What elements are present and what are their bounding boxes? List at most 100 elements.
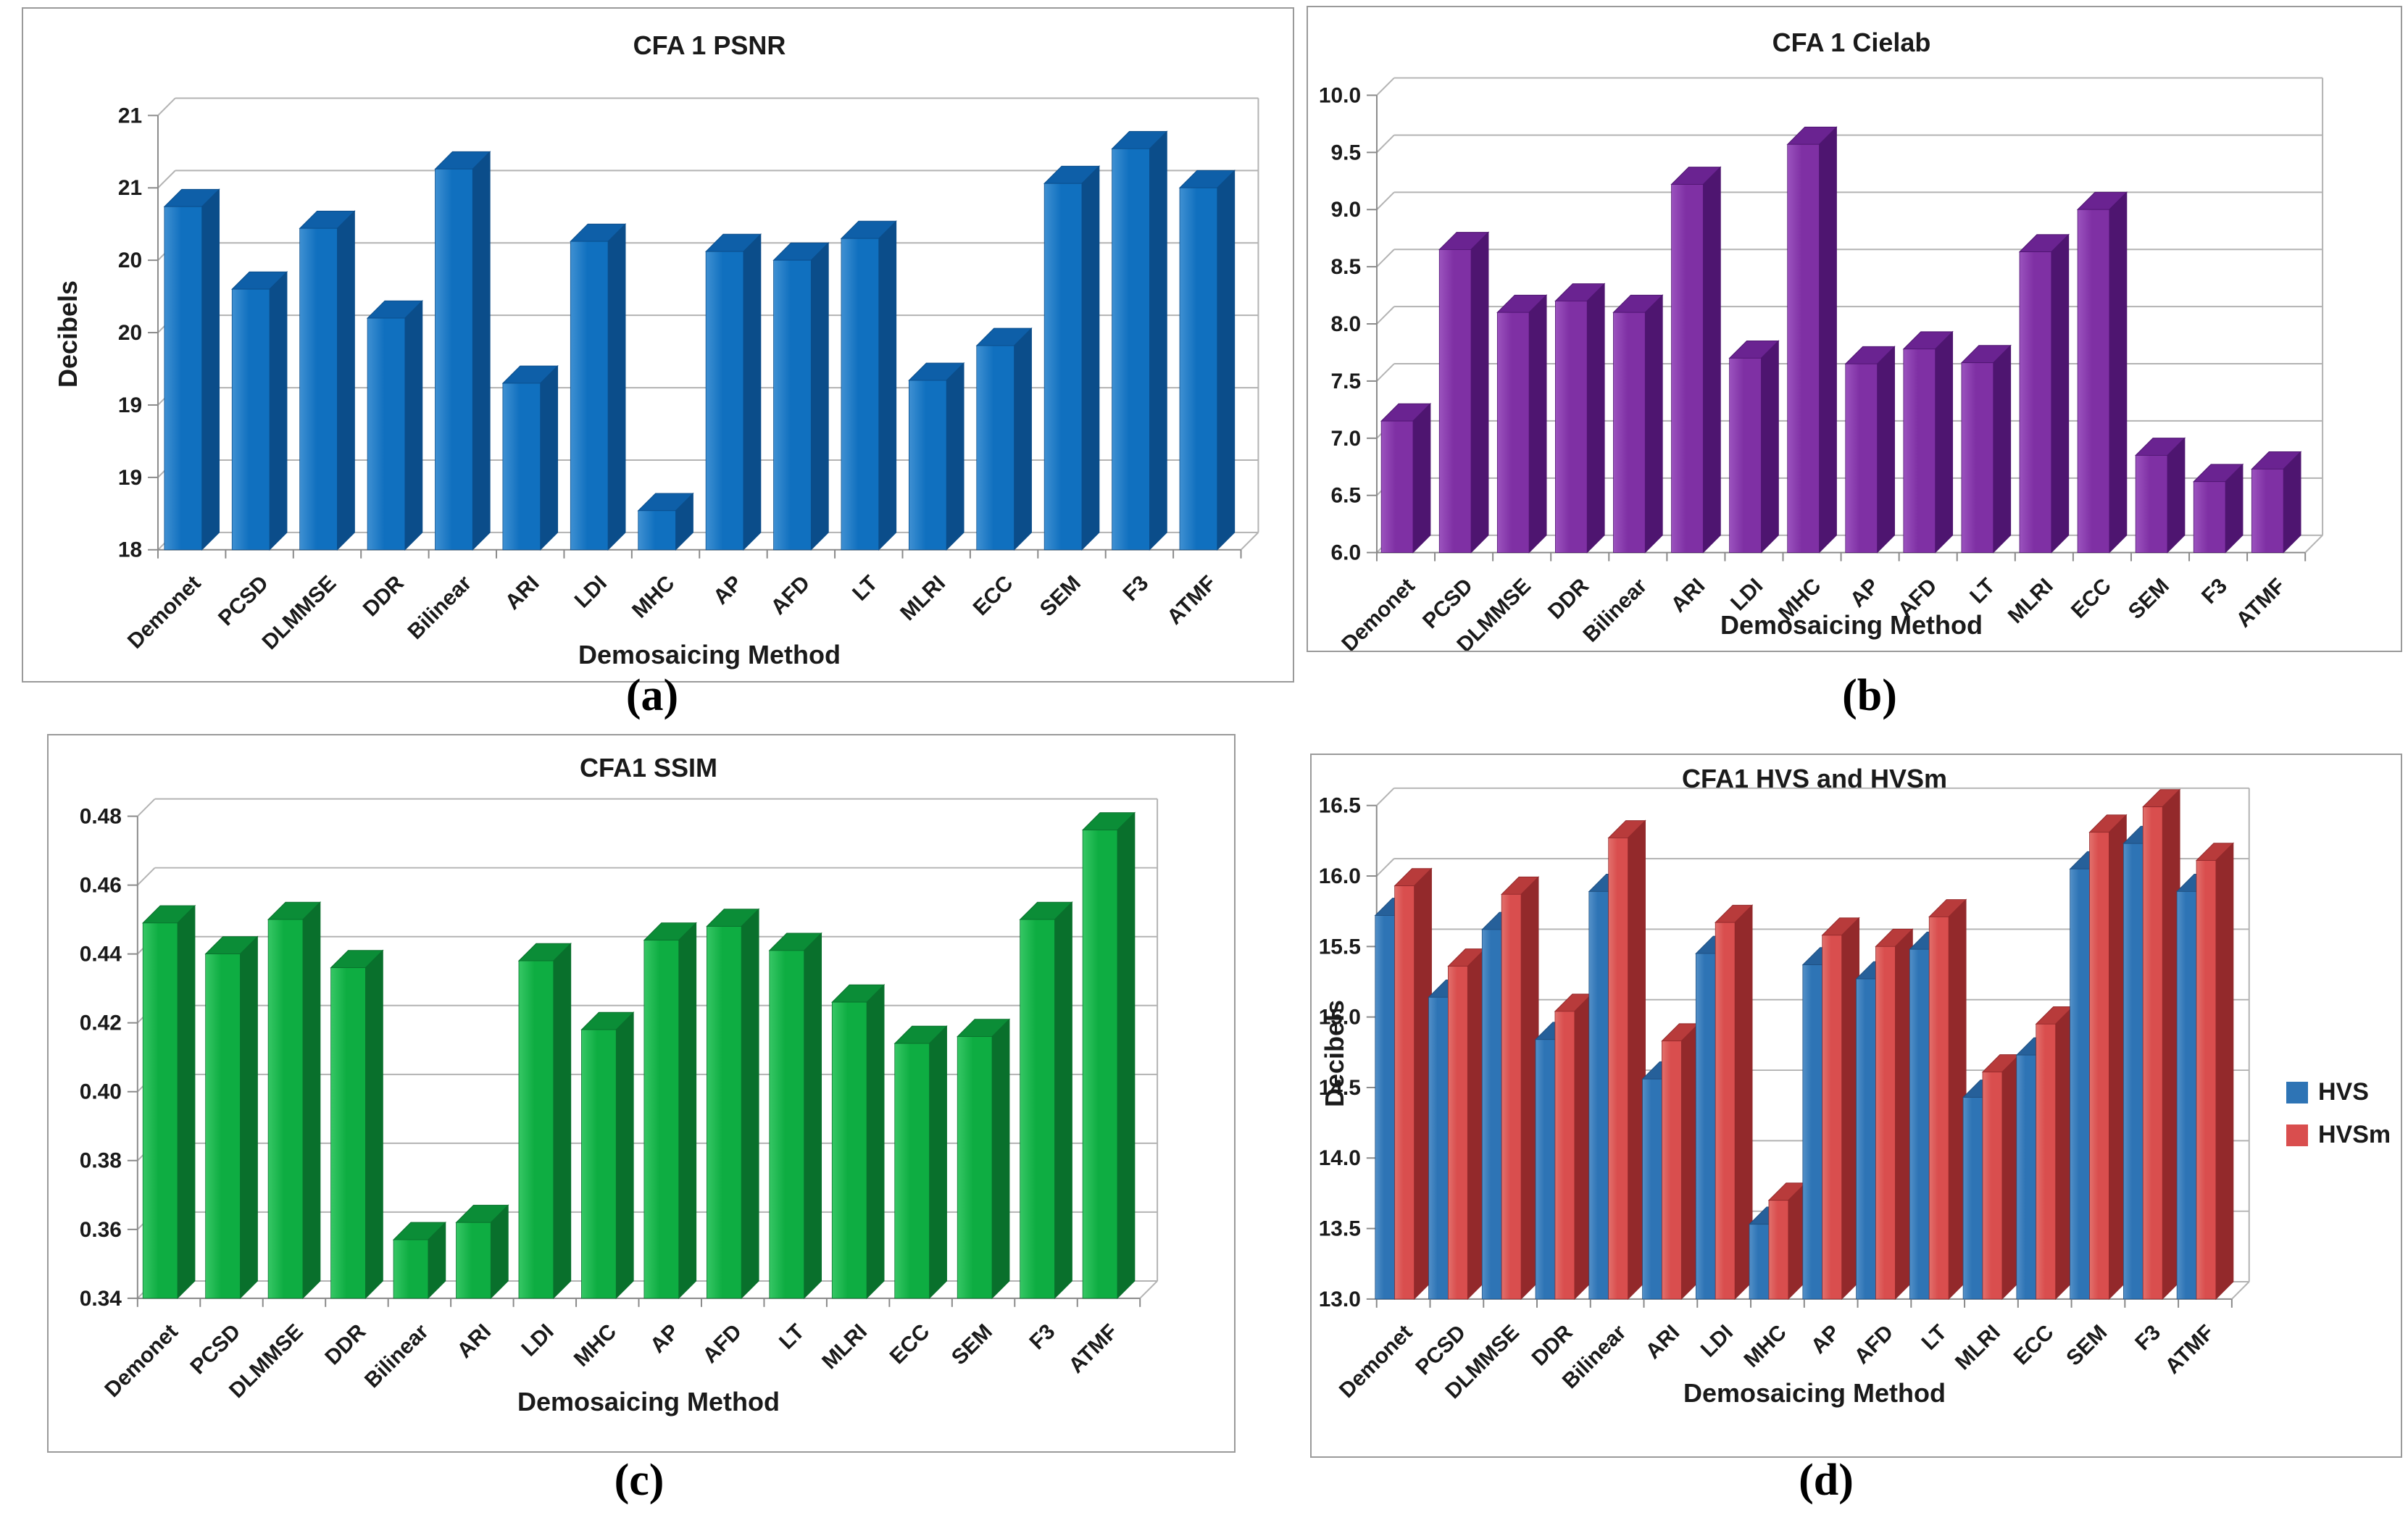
x-category-label: LT xyxy=(1917,1320,1952,1355)
x-axis-title-cielab: Demosaicing Method xyxy=(1720,610,1983,640)
bar-side-DLMMSE xyxy=(1528,294,1547,554)
bar-MLRI xyxy=(831,1001,867,1299)
bar-SEM xyxy=(2135,455,2168,553)
bar-ECC xyxy=(2077,209,2110,553)
x-category-label: SEM xyxy=(1036,571,1086,621)
bar-MHC xyxy=(581,1029,617,1299)
bar-side-Demonet xyxy=(177,904,196,1300)
bar-F3 xyxy=(2193,481,2226,553)
bar-LT xyxy=(1961,362,1994,553)
x-category-label: AFD xyxy=(767,571,815,619)
bar-ARI-HVS xyxy=(1642,1078,1662,1300)
bar-side-SEM xyxy=(1081,165,1100,551)
bar-F3 xyxy=(1112,148,1150,551)
bar-SEM-HVSm xyxy=(2089,832,2109,1300)
y-tick-label: 14.5 xyxy=(1319,1076,1361,1100)
bar-ECC xyxy=(894,1043,930,1299)
x-category-label: SEM xyxy=(2062,1320,2112,1370)
bar-ATMF xyxy=(1179,187,1218,551)
x-category-label: AFD xyxy=(1850,1320,1899,1369)
chart-title-ssim: CFA1 SSIM xyxy=(579,753,718,783)
bar-PCSD xyxy=(231,288,270,551)
x-category-label: MLRI xyxy=(896,571,950,625)
bar-ARI xyxy=(456,1222,491,1299)
x-category-label: ARI xyxy=(1667,574,1710,617)
bar-LT xyxy=(769,950,804,1299)
chart-panel-hvs: 16.5 16.0 15.5 15.0 14.5 14.0 13.5 13.0 Demonet P… xyxy=(1310,754,2402,1458)
bar-ATMF xyxy=(2251,469,2284,553)
bar-side-DDR xyxy=(404,299,423,551)
bar-side-F3 xyxy=(1149,130,1167,551)
bar-ARI xyxy=(1671,184,1704,553)
x-category-label: MLRI xyxy=(817,1319,872,1374)
x-category-label: ECC xyxy=(886,1319,935,1369)
bar-side-DLMMSE xyxy=(302,901,321,1300)
bar-AFD xyxy=(1903,349,1936,553)
bar-side-ATMF xyxy=(1217,170,1236,551)
bar-ATMF-HVS xyxy=(2176,891,2197,1300)
bar-side-AP xyxy=(1877,346,1895,554)
bar-Demonet-HVSm xyxy=(1394,885,1415,1300)
x-category-label: LDI xyxy=(1696,1320,1738,1361)
y-tick-label: 20 xyxy=(118,321,142,345)
x-category-label: ECC xyxy=(969,571,1018,620)
legend-label-hvs: HVS xyxy=(2318,1078,2369,1106)
x-category-label: DDR xyxy=(1543,574,1593,624)
chart-panel-ssim: 0.48 0.46 0.44 0.42 0.40 0.38 0.36 0.34 Demonet P… xyxy=(47,734,1236,1453)
y-tick-label: 7.0 xyxy=(1331,427,1362,451)
x-category-label: ARI xyxy=(501,571,544,614)
chart-panel-cielab: 10.0 9.5 9.0 8.5 8.0 7.5 7.0 6.5 6.0 Demonet PCSD D… xyxy=(1307,6,2402,652)
x-category-label: LDI xyxy=(517,1319,558,1361)
bar-SEM xyxy=(957,1036,993,1299)
bar-side-DDR xyxy=(1586,283,1605,554)
x-category-label: ATMF xyxy=(2232,574,2290,632)
y-tick-label: 10.0 xyxy=(1319,83,1361,107)
floor-edge xyxy=(2231,1281,2250,1300)
y-tick-label: 7.5 xyxy=(1331,370,1362,393)
x-category-label: PCSD xyxy=(186,1319,245,1379)
x-category-label: AP xyxy=(709,571,747,609)
x-category-label: MHC xyxy=(628,571,679,622)
bar-MLRI xyxy=(2019,251,2052,553)
bar-side-AP xyxy=(743,233,762,551)
y-tick-label: 14.0 xyxy=(1319,1146,1361,1170)
gridline-bend xyxy=(1376,191,1395,210)
x-category-label: ECC xyxy=(2067,574,2116,623)
bar-Demonet xyxy=(164,206,202,551)
bar-Demonet xyxy=(1380,420,1414,553)
gridline-bend xyxy=(1376,858,1395,877)
y-tick-label: 0.38 xyxy=(80,1149,122,1173)
x-category-label: AP xyxy=(646,1319,684,1358)
x-category-label: DDR xyxy=(1528,1320,1578,1370)
bar-AFD xyxy=(706,926,742,1299)
bar-DDR-HVS xyxy=(1535,1039,1556,1300)
y-tick-label: 16.5 xyxy=(1319,794,1361,818)
gridline-bend xyxy=(1376,77,1395,96)
x-category-label: LT xyxy=(1965,574,2000,609)
y-tick-label: 8.5 xyxy=(1331,255,1362,279)
bar-F3 xyxy=(1020,919,1055,1299)
x-category-label: Demonet xyxy=(1335,1320,1417,1403)
x-category-label: Bilinear xyxy=(360,1319,433,1393)
bar-side-SEM xyxy=(991,1018,1010,1300)
bar-side-DDR xyxy=(364,949,383,1300)
caption-c: (c) xyxy=(614,1456,665,1505)
bar-ATMF xyxy=(1082,830,1118,1299)
bar-side-Bilinear xyxy=(472,151,491,551)
x-category-label: ATMF xyxy=(2160,1320,2218,1378)
bar-DLMMSE-HVS xyxy=(1481,929,1502,1300)
bar-ATMF-HVSm xyxy=(2196,860,2217,1300)
bar-side-ECC xyxy=(2109,191,2128,554)
bar-side-MLRI xyxy=(2051,233,2070,554)
bar-DLMMSE xyxy=(267,919,304,1299)
y-tick-label: 6.0 xyxy=(1331,541,1362,565)
x-axis-title-hvs: Demosaicing Method xyxy=(1683,1378,1946,1408)
x-category-label: F3 xyxy=(2197,574,2232,609)
y-tick-label: 13.5 xyxy=(1319,1217,1361,1241)
bar-side-ATMF-HVSm xyxy=(2215,842,2234,1301)
bar-LDI-HVSm xyxy=(1715,922,1736,1300)
x-category-label: DLMMSE xyxy=(258,571,341,654)
y-tick-label: 18 xyxy=(118,538,142,562)
y-tick-label: 0.40 xyxy=(80,1080,122,1104)
y-tick-label: 0.44 xyxy=(80,943,122,967)
